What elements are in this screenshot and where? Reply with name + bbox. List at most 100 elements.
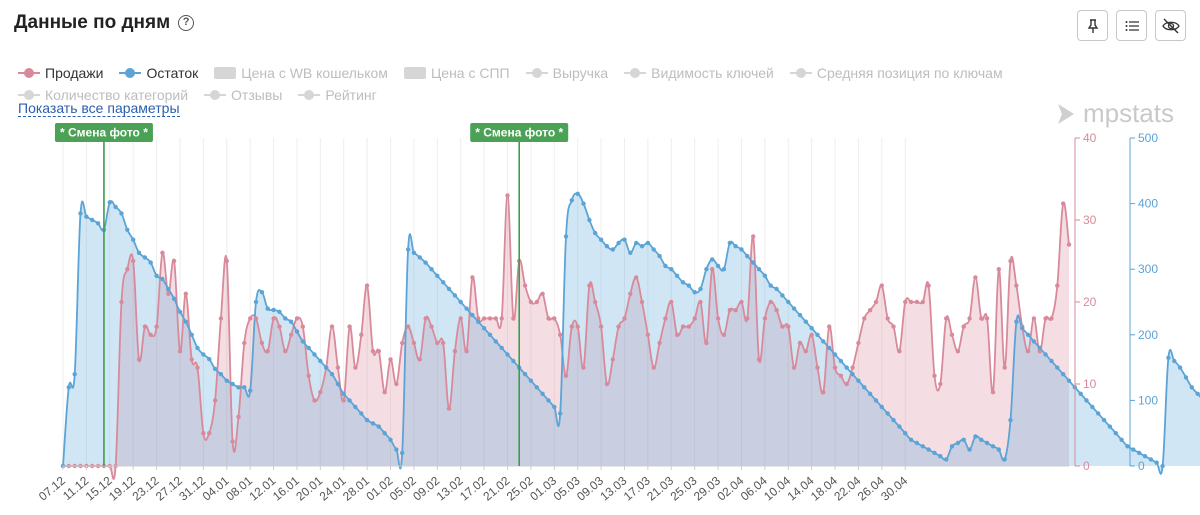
data-point[interactable] bbox=[639, 299, 645, 305]
data-point[interactable] bbox=[774, 286, 779, 292]
data-point[interactable] bbox=[423, 316, 428, 321]
data-point[interactable] bbox=[236, 385, 241, 390]
data-point[interactable] bbox=[376, 349, 381, 354]
data-point[interactable] bbox=[873, 299, 879, 305]
data-point[interactable] bbox=[242, 340, 247, 346]
data-point[interactable] bbox=[1066, 242, 1072, 247]
data-point[interactable] bbox=[850, 365, 855, 370]
data-point[interactable] bbox=[926, 283, 931, 288]
data-point[interactable] bbox=[288, 332, 294, 337]
data-point[interactable] bbox=[248, 316, 253, 321]
data-point[interactable] bbox=[587, 217, 592, 223]
data-point[interactable] bbox=[283, 349, 288, 354]
data-point[interactable] bbox=[388, 437, 393, 442]
data-point[interactable] bbox=[1125, 444, 1130, 449]
data-point[interactable] bbox=[493, 316, 498, 321]
data-point[interactable] bbox=[364, 283, 370, 288]
data-point[interactable] bbox=[1131, 447, 1136, 452]
data-point[interactable] bbox=[522, 283, 528, 288]
data-point[interactable] bbox=[201, 352, 206, 357]
data-point[interactable] bbox=[1055, 365, 1060, 370]
data-point[interactable] bbox=[446, 406, 452, 411]
data-point[interactable] bbox=[183, 291, 188, 296]
data-point[interactable] bbox=[657, 253, 662, 259]
legend-item[interactable]: Продажи bbox=[18, 64, 103, 82]
data-point[interactable] bbox=[704, 267, 709, 272]
data-point[interactable] bbox=[932, 373, 937, 378]
data-point[interactable] bbox=[160, 276, 165, 282]
data-point[interactable] bbox=[628, 250, 633, 255]
data-point[interactable] bbox=[827, 345, 832, 351]
data-point[interactable] bbox=[1025, 332, 1031, 337]
data-point[interactable] bbox=[271, 316, 276, 321]
data-point[interactable] bbox=[511, 316, 516, 321]
data-point[interactable] bbox=[967, 316, 972, 321]
legend-item[interactable]: Цена с СПП bbox=[403, 64, 510, 82]
data-point[interactable] bbox=[996, 267, 1001, 272]
data-point[interactable] bbox=[1014, 319, 1019, 324]
data-point[interactable] bbox=[616, 324, 621, 329]
data-point[interactable] bbox=[224, 378, 229, 383]
data-point[interactable] bbox=[926, 447, 931, 452]
data-point[interactable] bbox=[879, 404, 884, 410]
data-point[interactable] bbox=[674, 273, 680, 278]
data-point[interactable] bbox=[277, 309, 282, 314]
data-point[interactable] bbox=[1037, 345, 1043, 351]
data-point[interactable] bbox=[78, 211, 83, 216]
data-point[interactable] bbox=[177, 309, 183, 314]
data-point[interactable] bbox=[634, 275, 639, 280]
data-point[interactable] bbox=[183, 319, 188, 324]
data-point[interactable] bbox=[224, 258, 229, 264]
data-point[interactable] bbox=[212, 398, 218, 403]
data-point[interactable] bbox=[897, 349, 902, 354]
data-point[interactable] bbox=[364, 417, 370, 423]
data-point[interactable] bbox=[1043, 316, 1048, 321]
data-point[interactable] bbox=[300, 324, 305, 329]
data-point[interactable] bbox=[470, 275, 475, 280]
data-point[interactable] bbox=[821, 339, 826, 344]
data-point[interactable] bbox=[458, 316, 463, 321]
annotation-badge[interactable] bbox=[54, 123, 153, 142]
data-point[interactable] bbox=[680, 280, 686, 285]
data-point[interactable] bbox=[90, 217, 95, 223]
data-point[interactable] bbox=[973, 275, 978, 280]
data-point[interactable] bbox=[154, 324, 159, 329]
data-point[interactable] bbox=[113, 204, 118, 210]
data-point[interactable] bbox=[481, 316, 487, 321]
legend-item[interactable]: Рейтинг bbox=[298, 86, 377, 104]
data-point[interactable] bbox=[166, 286, 171, 292]
data-point[interactable] bbox=[435, 273, 440, 278]
data-point[interactable] bbox=[528, 378, 534, 383]
data-point[interactable] bbox=[394, 447, 399, 452]
data-point[interactable] bbox=[189, 357, 194, 362]
data-point[interactable] bbox=[710, 267, 715, 272]
data-point[interactable] bbox=[201, 431, 206, 436]
data-point[interactable] bbox=[171, 258, 177, 264]
data-point[interactable] bbox=[160, 250, 165, 255]
data-point[interactable] bbox=[417, 357, 422, 362]
data-point[interactable] bbox=[663, 263, 668, 269]
data-point[interactable] bbox=[212, 366, 218, 372]
hide-button[interactable] bbox=[1155, 10, 1186, 41]
data-point[interactable] bbox=[762, 273, 768, 278]
data-point[interactable] bbox=[704, 340, 709, 346]
data-point[interactable] bbox=[341, 391, 346, 396]
data-point[interactable] bbox=[698, 299, 703, 305]
data-point[interactable] bbox=[476, 319, 481, 324]
data-point[interactable] bbox=[1008, 258, 1013, 264]
data-point[interactable] bbox=[195, 365, 200, 370]
data-point[interactable] bbox=[400, 340, 405, 346]
data-point[interactable] bbox=[534, 299, 539, 305]
data-point[interactable] bbox=[405, 247, 411, 252]
data-point[interactable] bbox=[885, 316, 890, 321]
data-point[interactable] bbox=[1107, 424, 1113, 429]
data-point[interactable] bbox=[1031, 339, 1037, 344]
data-point[interactable] bbox=[277, 324, 282, 329]
data-point[interactable] bbox=[171, 296, 177, 301]
data-point[interactable] bbox=[628, 291, 633, 296]
data-point[interactable] bbox=[1154, 460, 1159, 465]
data-point[interactable] bbox=[751, 234, 756, 239]
data-point[interactable] bbox=[207, 431, 212, 436]
data-point[interactable] bbox=[844, 381, 849, 387]
data-point[interactable] bbox=[324, 365, 329, 370]
